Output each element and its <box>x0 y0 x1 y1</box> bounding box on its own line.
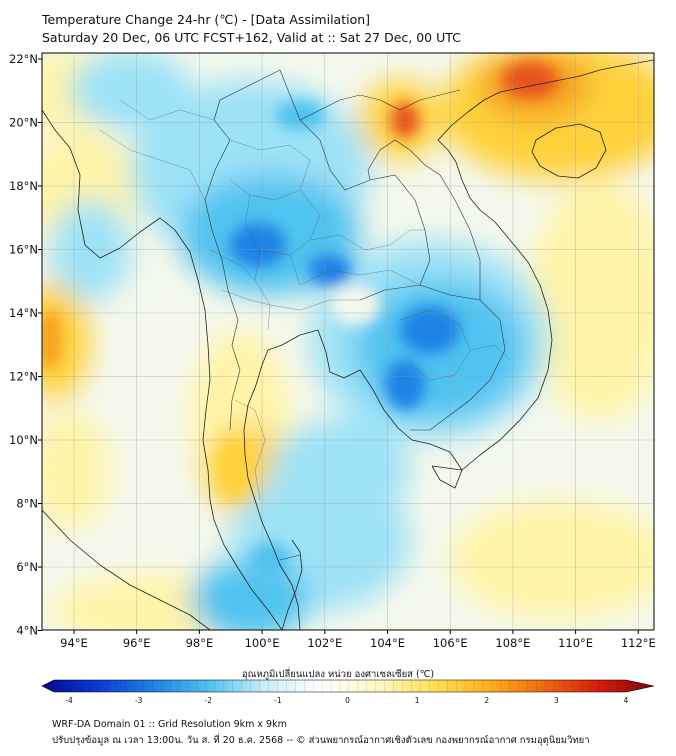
cold-spot-cambodia-west <box>385 360 425 410</box>
border-thai-laos <box>299 119 431 286</box>
cool-zone-gulf-thailand <box>270 420 410 520</box>
cool-zone-bay-bengal <box>50 200 130 300</box>
lat-tick-label: 6°N <box>16 560 38 574</box>
lon-tick-label: 102°E <box>307 636 342 650</box>
province-line <box>229 139 311 201</box>
colorbar-tick-label: -3 <box>135 696 143 705</box>
province-line <box>209 249 256 281</box>
province-line <box>254 249 360 311</box>
chart-title: Temperature Change 24-hr (℃) - [Data Ass… <box>42 12 371 27</box>
province-line <box>289 254 421 286</box>
warm-zone-andaman-west <box>42 280 90 400</box>
warm-spot-andaman <box>42 310 62 370</box>
province-line <box>309 229 425 251</box>
temperature-field <box>42 53 654 630</box>
map-frame <box>41 52 655 631</box>
lon-tick-label: 104°E <box>370 636 405 650</box>
lon-tick-label: 96°E <box>123 636 151 650</box>
coast-vietnam-north <box>437 59 654 141</box>
coast-hainan <box>531 123 607 179</box>
colorbar-tick-label: 1 <box>415 696 420 705</box>
lat-tick-label: 20°N <box>9 116 38 130</box>
colorbar: -4 -3 -2 -1 0 1 2 3 4 <box>41 679 655 705</box>
cold-spot-tonle-sap <box>400 306 460 354</box>
footer-update-info: ปรับปรุงข้อมูล ณ เวลา 13:00น. วัน ส. ที่… <box>52 735 590 746</box>
footer-model-info: WRF-DA Domain 01 :: Grid Resolution 9km … <box>52 719 287 730</box>
warm-spot-ranong <box>219 440 251 500</box>
border-china <box>299 89 461 121</box>
colorbar-tick-label: -1 <box>274 696 282 705</box>
coast-gulf-thailand <box>243 329 463 630</box>
lon-tick-label: 98°E <box>186 636 214 650</box>
lon-tick-label: 94°E <box>60 636 88 650</box>
coast-sumatra <box>42 509 211 630</box>
border-cambodia <box>359 284 506 431</box>
coast-peninsula-west <box>213 519 283 630</box>
lat-tick-label: 14°N <box>9 306 38 320</box>
coast-myanmar-west <box>42 109 215 521</box>
cold-spot-chiang-rai <box>275 100 325 130</box>
cold-spot-south <box>250 542 290 578</box>
colorbar-tick-label: 0 <box>345 696 350 705</box>
cold-spot-nan <box>230 223 286 267</box>
coast-malaysia-east <box>281 539 303 630</box>
colorbar-tick-label: -2 <box>205 696 213 705</box>
province-borders <box>99 99 511 501</box>
gridlines <box>42 53 654 630</box>
chart-subtitle: Saturday 20 Dec, 06 UTC FCST+162, Valid … <box>42 30 461 45</box>
hot-spot-laos <box>391 102 419 138</box>
border-myanmar-china <box>213 69 301 121</box>
warm-zone-south-china-sea <box>530 180 654 420</box>
cool-zone-myanmar-north <box>70 53 190 130</box>
lat-tick-label: 16°N <box>9 243 38 257</box>
province-line <box>234 399 266 501</box>
province-line <box>221 289 271 331</box>
colorbar-tick-label: 2 <box>484 696 489 705</box>
hot-spot-guangxi <box>502 62 558 98</box>
border-laos-vietnam <box>367 139 481 300</box>
border-thai-myanmar <box>204 119 241 431</box>
lon-tick-label: 100°E <box>245 636 280 650</box>
lat-tick-label: 12°N <box>9 370 38 384</box>
province-line <box>119 99 215 121</box>
lon-tick-label: 110°E <box>558 636 593 650</box>
lat-tick-label: 8°N <box>16 497 38 511</box>
lat-tick-label: 18°N <box>9 179 38 193</box>
colorbar-tick-label: 3 <box>554 696 559 705</box>
lon-tick-label: 112°E <box>621 636 656 650</box>
lon-tick-label: 108°E <box>495 636 530 650</box>
colorbar-tick-label: -4 <box>65 696 73 705</box>
longitude-axis: 94°E 96°E 98°E 100°E 102°E 104°E 106°E 108°E 110… <box>60 630 656 650</box>
warm-zone-southeast <box>450 500 654 620</box>
border-thai-malaysia <box>279 554 301 561</box>
latitude-axis: 22°N 20°N 18°N 16°N 14°N 12°N 10°N 8°N 6°N 4°N <box>9 52 42 638</box>
coast-vietnam-south <box>431 139 553 471</box>
lat-tick-label: 10°N <box>9 433 38 447</box>
neutral-spot-bangkok <box>330 285 380 325</box>
colorbar-segments <box>62 680 618 692</box>
province-line <box>469 344 511 361</box>
country-borders <box>204 69 506 561</box>
colorbar-title: อุณหภูมิเปลี่ยนแปลง หน่วย องศาเซลเซียส (… <box>241 669 435 680</box>
lat-tick-label: 22°N <box>9 52 38 66</box>
colorbar-ticks: -4 -3 -2 -1 0 1 2 3 4 <box>65 696 628 705</box>
colorbar-tick-label: 4 <box>624 696 629 705</box>
colorbar-gradient <box>41 679 655 693</box>
lon-tick-label: 106°E <box>433 636 468 650</box>
lat-tick-label: 4°N <box>16 624 38 638</box>
cool-zone-malaysia <box>190 560 310 630</box>
coastlines <box>42 59 654 630</box>
province-line <box>99 129 206 201</box>
